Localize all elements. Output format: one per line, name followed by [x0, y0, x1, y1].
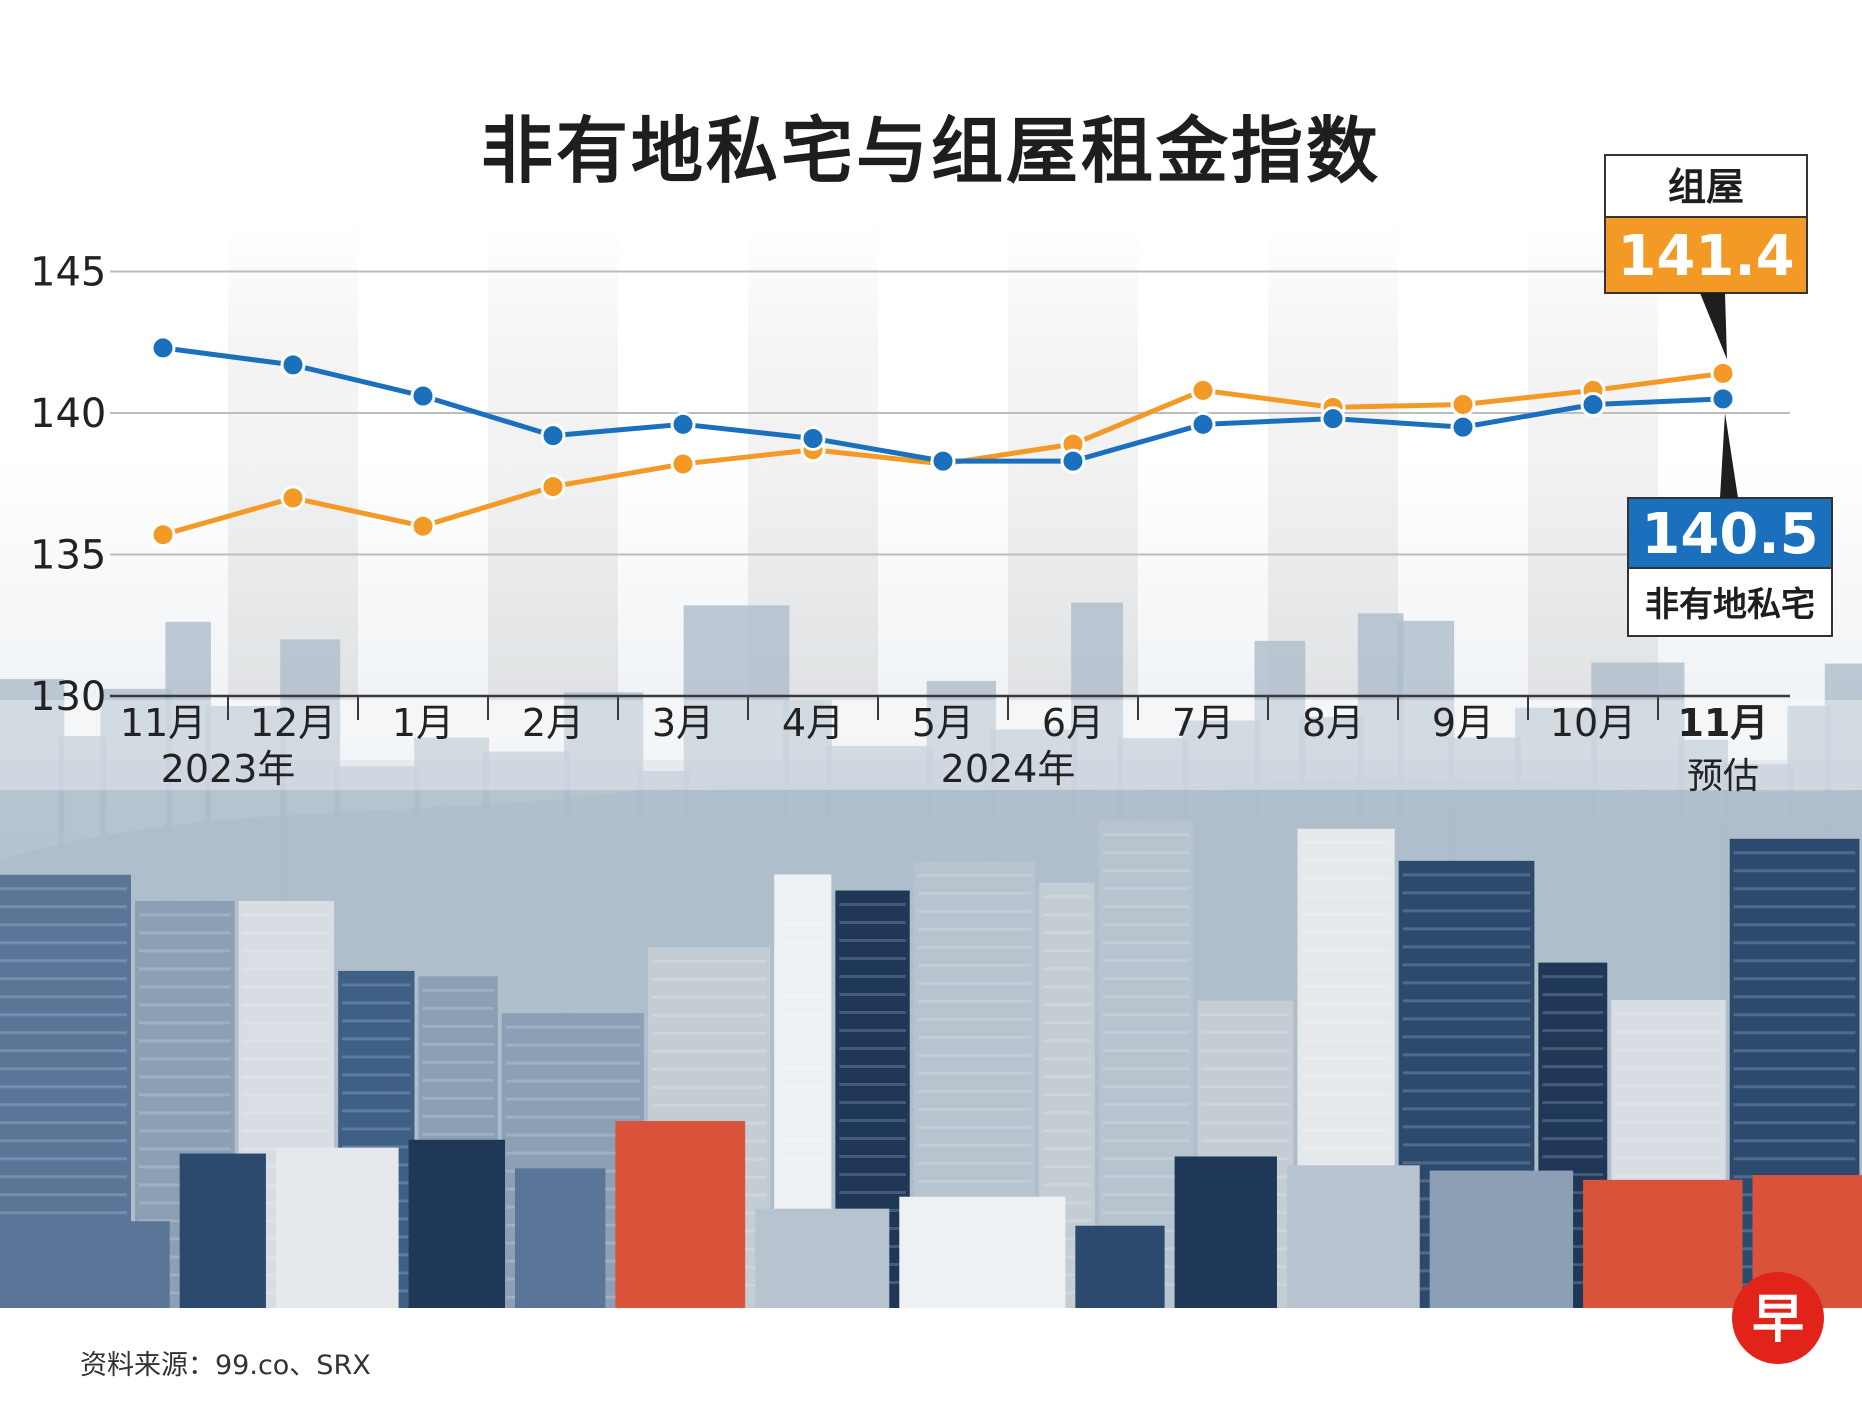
building — [1429, 1170, 1574, 1320]
series-layer — [150, 335, 1736, 548]
data-point — [930, 448, 956, 474]
building — [408, 1139, 506, 1320]
data-point — [280, 352, 306, 378]
data-point — [410, 513, 436, 539]
data-point — [1580, 392, 1606, 418]
private-callout-name: 非有地私宅 — [1645, 585, 1815, 625]
data-point — [150, 522, 176, 548]
x-year-label: 2023年 — [161, 747, 296, 791]
building — [179, 1153, 266, 1320]
data-point — [1060, 448, 1086, 474]
x-tick-label: 11月 — [120, 701, 206, 745]
chart-title: 非有地私宅与组屋租金指数 — [480, 109, 1381, 193]
x-tick-label: 7月 — [1172, 701, 1234, 745]
skyline-fade — [0, 700, 1862, 790]
building — [1174, 1156, 1277, 1320]
x-tick-label: 6月 — [1042, 701, 1104, 745]
private-callout-pointer — [1720, 412, 1738, 498]
private-callout-value-box — [1627, 497, 1833, 569]
data-point — [280, 485, 306, 511]
building — [1286, 1165, 1420, 1320]
x-tick-label: 1月 — [392, 701, 454, 745]
grid-lines — [110, 270, 1790, 698]
x-last-note: 预估 — [1687, 756, 1759, 797]
data-point — [670, 451, 696, 477]
x-tick-label: 3月 — [652, 701, 714, 745]
data-point — [540, 423, 566, 449]
end-callouts: 组屋 141.4 140.5 非有地私宅 — [1604, 154, 1833, 637]
building — [1075, 1225, 1165, 1320]
hdb-callout-pointer — [1700, 293, 1727, 360]
data-point — [1190, 377, 1216, 403]
column-band — [228, 220, 358, 700]
data-point — [800, 425, 826, 451]
data-point — [150, 335, 176, 361]
hdb-callout-name-box — [1604, 154, 1808, 218]
x-tick-label: 11月 — [1678, 701, 1769, 745]
building — [1583, 1179, 1743, 1320]
building — [515, 1168, 606, 1320]
y-tick-label: 140 — [30, 391, 106, 437]
building — [755, 1208, 890, 1320]
x-tick-label: 4月 — [782, 701, 844, 745]
data-point — [410, 383, 436, 409]
data-point — [540, 474, 566, 500]
data-point — [1710, 386, 1736, 412]
city-skyline-image — [0, 602, 1862, 1320]
x-year-label: 2024年 — [941, 747, 1076, 791]
column-band — [488, 220, 618, 700]
private-callout-name-box — [1627, 567, 1833, 637]
zaobao-logo: 早 — [1732, 1272, 1824, 1364]
hdb-callout-value: 141.4 — [1617, 224, 1794, 289]
y-axis-ticks: 130 135 140 145 — [30, 250, 106, 721]
data-point — [670, 411, 696, 437]
data-point — [1190, 411, 1216, 437]
x-tick-label: 9月 — [1432, 701, 1494, 745]
y-tick-label: 145 — [30, 250, 106, 296]
data-point — [1450, 414, 1476, 440]
y-tick-label: 135 — [30, 533, 106, 579]
hdb-callout-name: 组屋 — [1668, 165, 1744, 209]
building — [0, 1221, 170, 1320]
x-tick-label: 12月 — [250, 701, 336, 745]
building — [275, 1147, 399, 1320]
data-point — [1710, 360, 1736, 386]
x-tick-label: 2月 — [522, 701, 584, 745]
y-tick-label: 130 — [30, 674, 106, 720]
data-point — [1450, 392, 1476, 418]
logo-text: 早 — [1752, 1290, 1804, 1350]
x-tick-label: 5月 — [912, 701, 974, 745]
building — [615, 1121, 746, 1320]
footer-strip — [0, 1308, 1862, 1423]
private-callout-value: 140.5 — [1641, 502, 1818, 567]
x-tick-label: 8月 — [1302, 701, 1364, 745]
source-credit: 资料来源：99.co、SRX — [80, 1350, 371, 1381]
data-point — [1320, 406, 1346, 432]
building — [899, 1196, 1066, 1320]
x-tick-label: 10月 — [1550, 701, 1636, 745]
